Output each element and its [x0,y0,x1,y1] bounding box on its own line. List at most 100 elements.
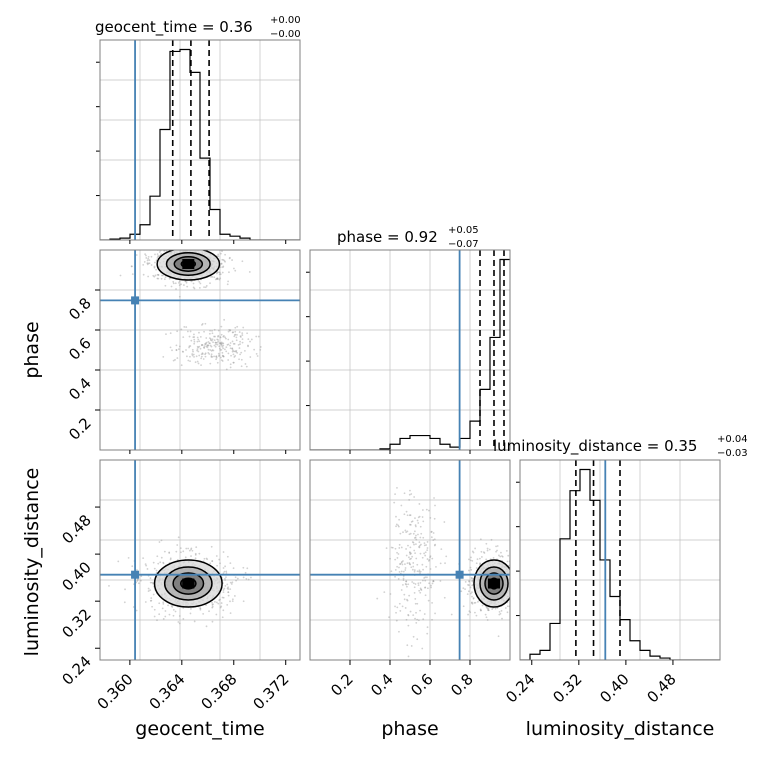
panel-phase-vs-luminosity-distance-sample-point [511,587,513,589]
panel-geocent-time-vs-luminosity-distance-sample-point [226,587,229,590]
panel-geocent-time-vs-luminosity-distance-sample-point [229,562,232,565]
panel-phase-vs-luminosity-distance-sample-point [513,558,515,560]
panel-phase-vs-luminosity-distance-sample-point [414,536,417,539]
panel-phase-vs-luminosity-distance-sample-point [394,493,396,496]
panel-geocent-time-vs-luminosity-distance-sample-point [184,556,187,559]
panel-phase-vs-luminosity-distance-sample-point [430,536,433,539]
panel-phase-vs-luminosity-distance-sample-point [495,545,497,548]
panel-geocent-time-vs-phase-sample-point [166,246,168,248]
panel-geocent-time-vs-phase-peak [182,259,195,269]
panel-geocent-time-vs-phase-sample-point [214,278,217,281]
panel-geocent-time-vs-phase-sample-point [231,347,234,350]
panel-phase-vs-luminosity-distance-sample-point [443,596,446,599]
panel-geocent-time-vs-phase-sample-point [194,246,196,248]
panel-geocent-time-vs-phase-sample-point [190,339,193,342]
panel-phase-vs-luminosity-distance-sample-point [523,584,525,586]
panel-phase-vs-luminosity-distance-content [310,460,526,660]
panel-phase-vs-luminosity-distance-contour [473,559,510,608]
panel-phase-vs-luminosity-distance-sample-point [402,560,404,562]
panel-phase-vs-luminosity-distance-sample-point [421,516,424,518]
panel-phase-vs-luminosity-distance-sample-point [424,579,427,582]
panel-phase-vs-luminosity-distance-sample-point [422,568,424,571]
panel-phase-vs-luminosity-distance-sample-point [394,569,397,571]
panel-phase-vs-luminosity-distance-sample-point [395,525,397,528]
panel-geocent-time-vs-phase-sample-point [131,273,134,276]
panel-phase-vs-luminosity-distance-sample-point [419,572,421,575]
panel-geocent-time-vs-luminosity-distance-sample-point [172,614,175,617]
panel-geocent-time-vs-phase-sample-point [181,350,184,353]
panel-phase-vs-luminosity-distance-sample-point [409,532,412,535]
panel-phase-vs-luminosity-distance-sample-point [471,591,473,594]
panel-phase-vs-luminosity-distance-sample-point [469,559,472,562]
panel-phase-vs-luminosity-distance-sample-point [485,542,488,545]
panel-geocent-time-vs-phase-sample-point [192,282,195,285]
panel-geocent-time-vs-luminosity-distance-sample-point [159,561,162,564]
panel-phase-vs-luminosity-distance-sample-point [411,555,414,558]
panel-phase-vs-luminosity-distance-sample-point [385,547,388,549]
panel-geocent-time-vs-phase-sample-point [182,350,184,353]
panel-geocent-time-vs-phase-sample-point [253,348,256,351]
panel-geocent-time-vs-phase-sample-point [130,265,133,268]
panel-phase-vs-luminosity-distance-contour [479,566,509,601]
panel-phase-vs-luminosity-distance-sample-point [468,558,470,561]
panel-phase-vs-luminosity-distance-sample-point [410,557,412,560]
panel-geocent-time-vs-phase-sample-point [162,274,164,277]
panel-geocent-time-vs-luminosity-distance-sample-point [217,602,220,605]
panel-geocent-time-vs-phase-sample-point [218,345,221,348]
panel-phase-vs-luminosity-distance-sample-point [402,570,405,573]
panel-geocent-time-vs-phase-sample-point [212,341,214,344]
panel-geocent-time-vs-phase-sample-point [161,245,163,247]
panel-phase-vs-luminosity-distance-sample-point [399,563,402,565]
panel-phase-vs-luminosity-distance-sample-point [397,553,400,555]
panel-geocent-time-vs-luminosity-distance-sample-point [177,536,180,539]
panel-geocent-time-vs-luminosity-distance-sample-point [194,553,197,556]
panel-geocent-time-vs-luminosity-distance-sample-point [195,546,198,549]
panel-phase-vs-luminosity-distance-sample-point [396,557,399,559]
panel-geocent-time-vs-phase-sample-point [168,277,171,280]
panel-geocent-time-vs-luminosity-distance-sample-point [147,587,150,590]
panel-phase-vs-luminosity-distance-sample-point [408,533,411,536]
panel-geocent-time-vs-phase-sample-point [235,350,238,353]
panel-phase-vs-luminosity-distance-sample-point [468,569,470,572]
panel-phase-vs-luminosity-distance-sample-point [515,580,517,582]
panel-phase-vs-luminosity-distance-sample-point [419,582,422,584]
panel-geocent-time-vs-luminosity-distance-sample-point [190,607,192,610]
panel-geocent-time-vs-phase-sample-point [219,252,222,255]
panel-phase-vs-luminosity-distance-sample-point [404,529,407,532]
panel-phase-vs-luminosity-distance-sample-point [408,562,411,564]
panel-phase-vs-luminosity-distance-sample-point [513,577,515,579]
panel-phase-vs-luminosity-distance-sample-point [389,557,391,560]
panel-geocent-time-vs-luminosity-distance-sample-point [167,604,169,607]
panel-geocent-time-vs-luminosity-distance-sample-point [164,610,167,612]
panel-geocent-time-vs-phase-sample-point [240,358,243,361]
panel-geocent-time-vs-luminosity-distance-sample-point [193,620,196,623]
panel-geocent-time-vs-phase-sample-point [255,352,258,355]
xlabel-phase: phase [381,718,438,740]
panel-phase-vs-luminosity-distance-frame [309,459,511,661]
panel-geocent-time-vs-phase-sample-point [209,362,212,365]
panel-phase-vs-luminosity-distance-sample-point [413,537,416,539]
panel-geocent-time-vs-luminosity-distance-sample-point [160,539,163,542]
panel-phase-vs-luminosity-distance-sample-point [434,612,436,615]
panel-geocent-time-vs-phase-sample-point [204,322,207,325]
panel-phase-vs-luminosity-distance-sample-point [408,556,410,559]
panel-geocent-time-vs-luminosity-distance-sample-point [242,600,245,603]
panel-phase-vs-luminosity-distance-sample-point [426,547,429,549]
panel-geocent-time-vs-phase-sample-point [211,275,214,278]
panel-geocent-time-vs-phase-sample-point [193,355,195,358]
xlabel-luminosity-distance: luminosity_distance [526,718,715,740]
panel-geocent-time-vs-phase-sample-point [256,355,259,357]
panel-geocent-time-vs-phase-sample-point [241,332,244,335]
panel-geocent-time-vs-phase-sample-point [233,356,236,358]
panel-geocent-time-vs-luminosity-distance-frame [99,459,301,661]
panel-geocent-time-vs-luminosity-distance-sample-point [202,612,205,615]
panel-geocent-time-vs-phase-sample-point [221,360,224,362]
panel-geocent-time-vs-phase-sample-point [221,258,224,261]
panel-phase-vs-luminosity-distance-sample-point [419,552,422,555]
panel-phase-vs-luminosity-distance-sample-point [471,584,474,587]
panel-geocent-time-vs-phase-sample-point [232,342,235,345]
panel-geocent-time-vs-phase-sample-point [235,339,238,342]
panel-geocent-time-vs-luminosity-distance-sample-point [168,552,171,554]
panel-phase-vs-luminosity-distance-sample-point [390,570,393,573]
panel-phase-vs-luminosity-distance-sample-point [524,593,526,595]
